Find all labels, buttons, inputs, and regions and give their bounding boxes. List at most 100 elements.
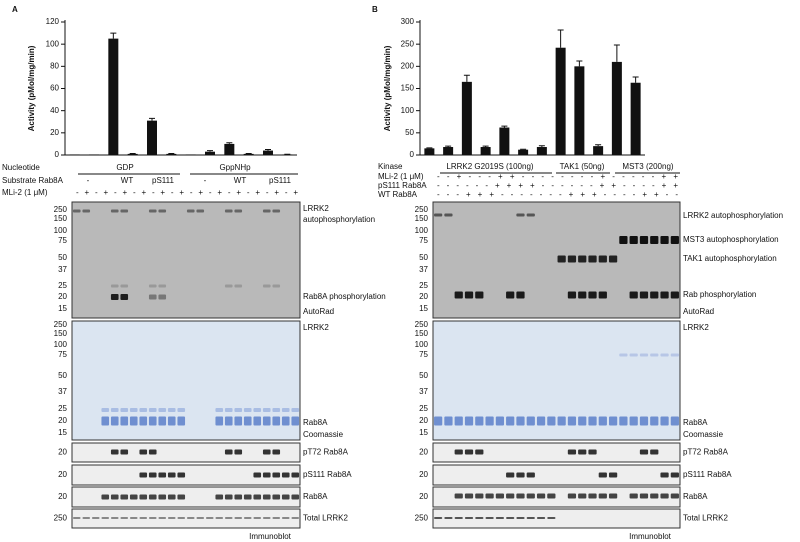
gel-band	[454, 416, 463, 426]
gel-band	[660, 353, 669, 357]
blot-label: pT72 Rab8A	[683, 448, 729, 457]
gel-band	[650, 493, 659, 499]
gel-band	[129, 494, 138, 500]
gel-band	[177, 416, 186, 426]
error-bar	[149, 117, 155, 121]
gel-band	[639, 353, 649, 357]
gel-band	[167, 416, 176, 426]
autorad-gel	[432, 201, 681, 319]
immunoblot	[432, 508, 681, 529]
gel-band	[578, 416, 587, 426]
band-label: AutoRad	[683, 307, 714, 316]
gel-band	[588, 291, 597, 299]
row-label: MLi-2 (1 μM)	[378, 172, 424, 181]
bar	[536, 147, 547, 155]
gel-band	[101, 517, 110, 519]
bar	[108, 38, 119, 155]
gel-band	[215, 494, 224, 500]
mw-marker: 50	[419, 253, 428, 262]
gel-band	[110, 416, 119, 426]
condition-label: WT	[121, 176, 134, 185]
gel-band	[454, 449, 463, 455]
mw-marker: 25	[419, 281, 428, 290]
gel-band	[243, 416, 252, 426]
gel-band	[464, 449, 474, 455]
condition-label: MST3 (200ng)	[622, 162, 673, 171]
gel-band	[547, 416, 556, 426]
gel-band	[567, 493, 577, 499]
gel-band	[619, 353, 628, 357]
gel-band	[281, 494, 290, 500]
gel-band	[485, 416, 494, 426]
mw-marker: 20	[419, 448, 428, 457]
gel-band	[598, 416, 607, 426]
gel-band	[434, 416, 443, 426]
blot-label: Total LRRK2	[683, 514, 728, 523]
gel-band	[110, 209, 119, 213]
mw-marker: 15	[58, 304, 67, 313]
bar	[480, 147, 491, 155]
gel-band	[516, 416, 525, 426]
panel-label: B	[372, 5, 378, 14]
gel-band	[120, 209, 129, 213]
band-label: MST3 autophosphorylation	[683, 235, 779, 244]
gel-band	[215, 517, 224, 519]
gel-band	[110, 517, 119, 519]
gel-band	[454, 493, 463, 499]
gel-band	[506, 291, 515, 299]
gel-band	[158, 408, 167, 412]
gel-band	[434, 517, 443, 519]
mw-marker: 25	[58, 281, 67, 290]
gel-band	[475, 291, 484, 299]
error-bar	[110, 32, 117, 39]
gel-band	[598, 472, 607, 478]
gel-band	[608, 255, 618, 263]
gel-band	[234, 494, 243, 500]
gel-band	[186, 209, 195, 213]
gel-band	[291, 408, 300, 412]
mw-marker: 75	[58, 236, 67, 245]
gel-band	[660, 472, 669, 478]
gel-band	[243, 517, 252, 519]
mw-marker: 100	[54, 340, 68, 349]
gel-band	[444, 517, 453, 519]
gel-band	[516, 472, 525, 478]
gel-band	[224, 517, 233, 519]
error-bar	[463, 74, 470, 82]
gel-band	[598, 291, 607, 299]
gel-band	[148, 284, 157, 288]
blot-label: Rab8A	[303, 492, 328, 501]
gel-band	[158, 494, 167, 500]
mw-marker: 15	[419, 428, 428, 437]
gel-band	[526, 472, 535, 478]
error-bar	[226, 142, 233, 144]
y-axis-label: Activity (pMol/mg/min)	[383, 45, 392, 131]
mw-marker: 20	[58, 292, 67, 301]
gel-band	[186, 517, 195, 519]
gel-band	[224, 209, 233, 213]
gel-band	[281, 517, 290, 519]
gel-band	[495, 517, 505, 519]
error-bar	[557, 29, 564, 48]
row-label: pS111 Rab8A	[378, 181, 427, 190]
bar	[593, 146, 604, 155]
gel-band	[120, 408, 129, 412]
gel-band	[72, 209, 81, 213]
gel-band	[167, 517, 176, 519]
condition-signs: - - - + + + - - - - - - - + + + - - - - …	[437, 190, 678, 199]
gel-band	[91, 517, 100, 519]
gel-band	[464, 517, 474, 519]
mw-marker: 25	[419, 404, 428, 413]
bar	[224, 143, 235, 155]
gel-band	[129, 517, 138, 519]
gel-band	[639, 291, 649, 299]
mw-marker: 20	[58, 416, 67, 425]
gel-band	[536, 517, 546, 519]
gel-band	[253, 416, 262, 426]
gel-band	[454, 517, 463, 519]
gel-band	[598, 493, 607, 499]
row-label: GppNHp	[219, 163, 251, 172]
gel-band	[129, 416, 138, 426]
gel-band	[281, 472, 290, 478]
gel-band	[619, 416, 628, 426]
